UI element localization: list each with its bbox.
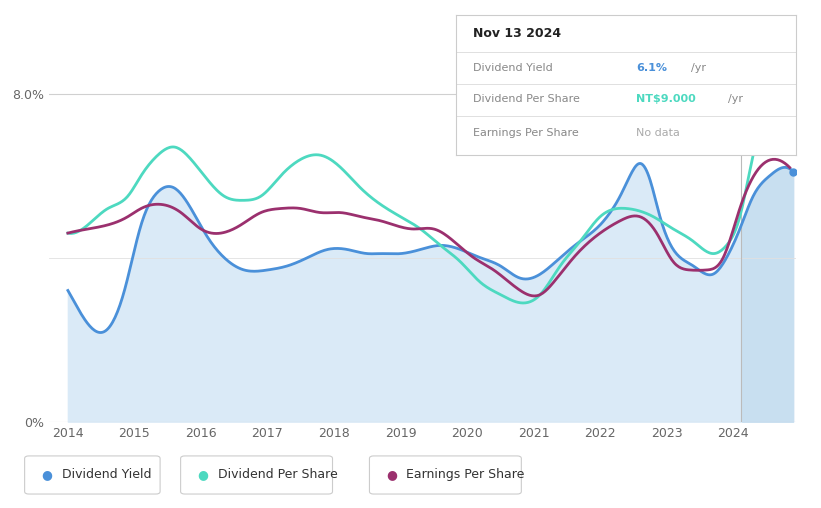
Text: Past: Past (745, 75, 769, 88)
Text: Nov 13 2024: Nov 13 2024 (473, 27, 561, 40)
Text: /yr: /yr (690, 64, 706, 73)
Text: NT$9.000: NT$9.000 (636, 94, 696, 104)
Text: Earnings Per Share: Earnings Per Share (473, 128, 579, 138)
Text: Dividend Yield: Dividend Yield (473, 64, 553, 73)
Text: ●: ● (386, 468, 397, 482)
Text: ●: ● (197, 468, 209, 482)
Text: No data: No data (636, 128, 680, 138)
Text: Earnings Per Share: Earnings Per Share (406, 468, 525, 482)
Text: Dividend Per Share: Dividend Per Share (473, 94, 580, 104)
Text: Dividend Yield: Dividend Yield (62, 468, 151, 482)
Text: 6.1%: 6.1% (636, 64, 667, 73)
Text: /yr: /yr (728, 94, 743, 104)
Text: ●: ● (41, 468, 53, 482)
Text: Dividend Per Share: Dividend Per Share (218, 468, 337, 482)
